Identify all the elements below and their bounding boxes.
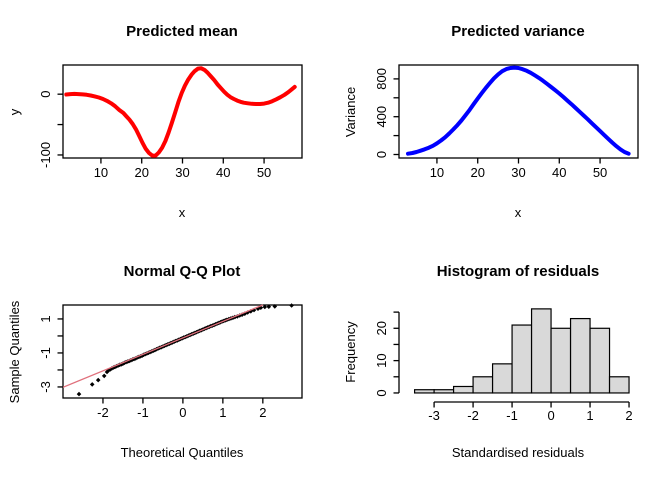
qq-points: [76, 303, 294, 397]
y-axis-label: Frequency: [343, 321, 358, 383]
x-tick-label: 2: [259, 405, 266, 420]
x-tick-label: 2: [625, 408, 632, 423]
x-tick-label: 20: [134, 165, 148, 180]
x-axis-label: Standardised residuals: [452, 445, 585, 460]
y-tick-label: -100: [38, 142, 53, 168]
x-tick-label: 10: [94, 165, 108, 180]
x-tick-label: 50: [593, 165, 607, 180]
x-tick-label: 0: [179, 405, 186, 420]
chart-area: -2 -1 0 1 2 -3 -1 1: [38, 303, 303, 420]
x-tick-label: -3: [428, 408, 440, 423]
y-tick-label: 0: [38, 91, 53, 98]
histogram-bar: [589, 327, 611, 394]
plot-box: [62, 304, 303, 399]
y-tick-label: 20: [374, 321, 389, 335]
x-tick-label: 40: [216, 165, 230, 180]
histogram-bar: [530, 308, 552, 394]
histogram-bar: [472, 376, 494, 394]
histogram-bar: [608, 376, 630, 394]
plot-title: Histogram of residuals: [437, 263, 600, 280]
histogram-bar: [491, 363, 513, 394]
y-tick-label: 10: [374, 353, 389, 367]
x-tick-label: 30: [175, 165, 189, 180]
x-tick-label: -1: [506, 408, 518, 423]
panel-residual-histogram: Histogram of residuals Standardised resi…: [336, 240, 672, 480]
x-tick-label: 1: [219, 405, 226, 420]
predicted-mean-plot: Predicted mean x y 10 20 30 40 50 -100 0: [7, 23, 303, 220]
panel-qq-plot: Normal Q-Q Plot Theoretical Quantiles Sa…: [0, 240, 336, 480]
x-tick-label: 0: [547, 408, 554, 423]
chart-area: 10 20 30 40 50 0 400 800: [374, 64, 639, 180]
residual-histogram-plot: Histogram of residuals Standardised resi…: [343, 263, 633, 460]
y-tick-label: 800: [374, 68, 389, 90]
histogram-bar: [413, 389, 435, 394]
x-axis-label: x: [515, 205, 522, 220]
x-axis-label: Theoretical Quantiles: [121, 445, 244, 460]
histogram-bar: [511, 324, 533, 394]
x-tick-label: 20: [470, 165, 484, 180]
y-axis-label: Variance: [343, 87, 358, 137]
y-tick-label: 400: [374, 106, 389, 128]
histogram-bar: [433, 389, 455, 394]
plot-title: Predicted mean: [126, 23, 238, 40]
y-tick-label: -3: [38, 381, 53, 393]
x-tick-label: 30: [511, 165, 525, 180]
y-tick-label: -1: [38, 347, 53, 359]
qq-plot: Normal Q-Q Plot Theoretical Quantiles Sa…: [7, 263, 303, 460]
predicted-variance-curve: [406, 65, 631, 156]
y-tick-label: 0: [374, 151, 389, 158]
chart-area: 10 20 30 40 50 -100 0: [38, 64, 303, 180]
plot-title: Normal Q-Q Plot: [124, 263, 241, 280]
x-axis-label: x: [179, 205, 186, 220]
histogram-bar: [452, 385, 474, 394]
y-tick-label: 1: [38, 315, 53, 322]
histogram-bar: [569, 317, 591, 394]
panel-predicted-variance: Predicted variance x Variance 10 20 30 40 50…: [336, 0, 672, 240]
predicted-variance-plot: Predicted variance x Variance 10 20 30 40 50…: [343, 23, 639, 220]
x-tick-label: -1: [137, 405, 149, 420]
y-tick-label: 0: [374, 389, 389, 396]
histogram-bar: [550, 327, 572, 394]
qq-reference-line: [62, 304, 264, 388]
y-axis-label: Sample Quantiles: [7, 300, 22, 403]
x-tick-label: 10: [430, 165, 444, 180]
predicted-mean-curve: [64, 66, 297, 158]
plot-box: [62, 64, 303, 159]
x-tick-label: 40: [552, 165, 566, 180]
panel-predicted-mean: Predicted mean x y 10 20 30 40 50 -100 0: [0, 0, 336, 240]
x-tick-label: 1: [586, 408, 593, 423]
plot-title: Predicted variance: [451, 23, 584, 40]
y-axis-label: y: [7, 108, 22, 115]
x-tick-label: 50: [257, 165, 271, 180]
x-tick-label: -2: [97, 405, 109, 420]
x-tick-label: -2: [467, 408, 479, 423]
